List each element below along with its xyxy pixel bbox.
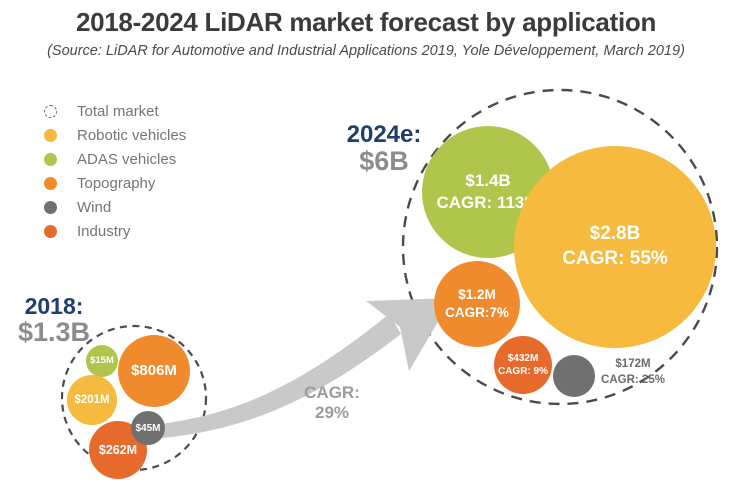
bubble-2024-industry: $432M CAGR: 9% <box>494 336 552 394</box>
legend: Total market Robotic vehicles ADAS vehic… <box>44 99 186 243</box>
legend-label: Total market <box>77 102 159 120</box>
growth-arrow-head-icon <box>366 298 452 371</box>
bubble-value: $262M <box>98 442 138 457</box>
legend-label: Robotic vehicles <box>77 126 187 144</box>
bubble-2024-robotic: $2.8B CAGR: 55% <box>514 146 716 348</box>
chart-header: 2018-2024 LiDAR market forecast by appli… <box>0 0 732 59</box>
year-2018: 2018: <box>24 293 84 319</box>
bubble-2024-topography: $1.2M CAGR:7% <box>434 261 520 347</box>
dashed-circle-icon <box>44 104 57 118</box>
legend-item-robotic-vehicles: Robotic vehicles <box>44 123 186 147</box>
legend-label: ADAS vehicles <box>77 150 177 168</box>
industry-swatch-icon <box>44 224 57 238</box>
overall-cagr-word: CAGR: <box>304 383 360 402</box>
legend-label: Wind <box>77 198 112 216</box>
total-2018: $1.3B <box>17 317 91 348</box>
chart-source-subtitle: (Source: LiDAR for Automotive and Indust… <box>47 43 685 59</box>
growth-arrow-body <box>160 314 401 438</box>
bubble-cagr: CAGR: 113% <box>436 193 540 212</box>
bubble-value: $45M <box>135 422 161 434</box>
bubble-2018-adas: $15M <box>86 345 118 377</box>
wind-swatch-icon <box>44 200 57 214</box>
bubble-value: $172M <box>615 358 651 370</box>
bubble-value: $1.2M <box>458 287 496 303</box>
legend-item-total-market: Total market <box>44 99 186 123</box>
bubble-2024-wind <box>553 355 595 397</box>
bubble-value: $15M <box>90 354 114 366</box>
bubble-2018-topography: $806M <box>118 335 190 407</box>
year-2024: 2024e: <box>346 121 422 148</box>
bubble-cagr: CAGR: 9% <box>497 366 548 377</box>
topography-swatch-icon <box>44 176 57 190</box>
legend-item-wind: Wind <box>44 195 186 219</box>
chart-title: 2018-2024 LiDAR market forecast by appli… <box>75 7 657 37</box>
bubble-value: $1.4B <box>465 170 511 190</box>
legend-label: Topography <box>77 174 156 192</box>
legend-item-topography: Topography <box>44 171 186 195</box>
overall-cagr-value: 29% <box>314 403 350 423</box>
overall-cagr-label: CAGR: 29% <box>290 383 374 424</box>
adas-vehicles-swatch-icon <box>44 152 57 166</box>
legend-item-industry: Industry <box>44 219 186 243</box>
bubble-value: $2.8B <box>589 223 641 245</box>
label-2024-total: 2024e: $6B <box>332 122 436 176</box>
bubble-value: $201M <box>74 393 110 406</box>
bubble-2018-wind: $45M <box>131 411 165 445</box>
bubble-cagr: CAGR: 55% <box>562 248 668 269</box>
total-market-ring-2024 <box>401 88 719 406</box>
bubble-2024-wind-label: $172M CAGR: 25% <box>598 357 668 388</box>
legend-label: Industry <box>77 222 131 240</box>
bubble-cagr: CAGR:7% <box>445 305 509 320</box>
bubble-cagr: CAGR: 25% <box>601 373 665 386</box>
robotic-vehicles-swatch-icon <box>44 128 57 142</box>
bubble-value: $806M <box>131 362 177 380</box>
bubble-value: $432M <box>507 353 539 364</box>
bubble-2018-robotic: $201M <box>67 375 117 425</box>
legend-item-adas-vehicles: ADAS vehicles <box>44 147 186 171</box>
total-2024: $6B <box>359 146 409 177</box>
label-2018-total: 2018: $1.3B <box>2 293 106 348</box>
